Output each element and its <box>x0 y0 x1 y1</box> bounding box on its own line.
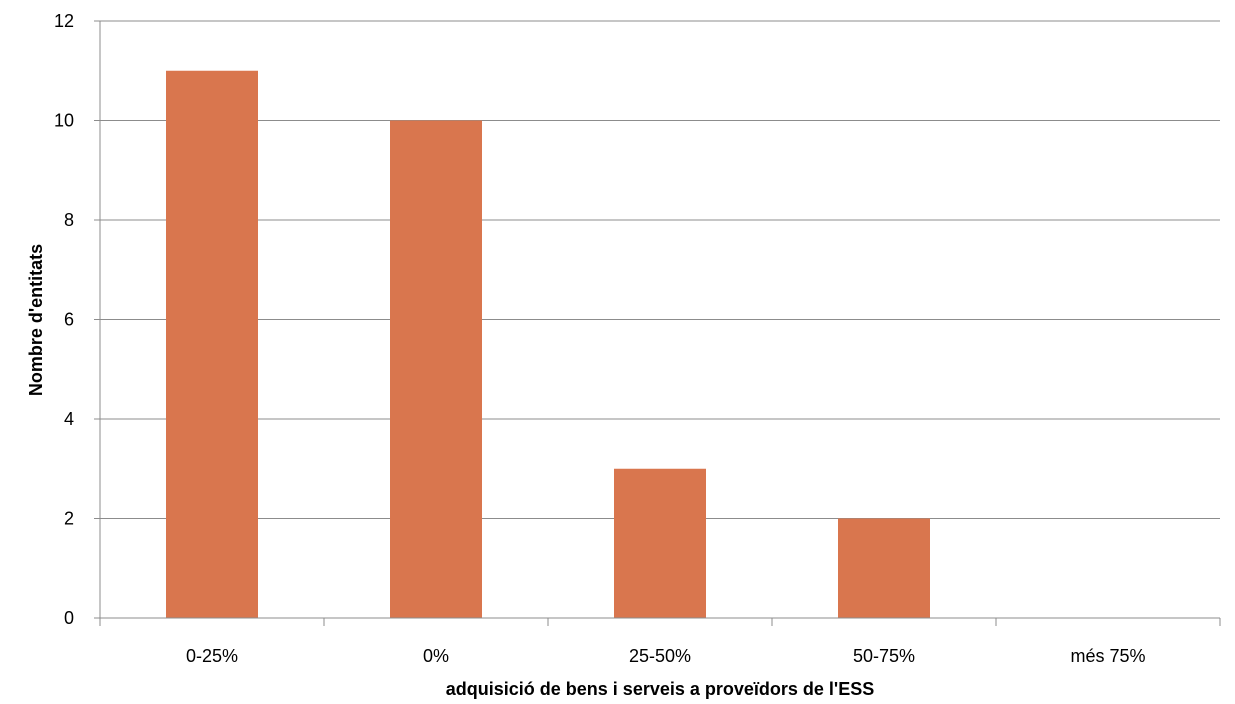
x-tick-labels: 0-25% 0% 25-50% 50-75% més 75% <box>186 646 1146 666</box>
y-tick-label: 2 <box>64 509 74 529</box>
bar <box>614 468 706 618</box>
bar <box>390 120 482 618</box>
bar <box>166 70 258 618</box>
y-tick-label: 4 <box>64 409 74 429</box>
y-tick-label: 8 <box>64 210 74 230</box>
x-tick-label: 25-50% <box>629 646 691 666</box>
y-tick-label: 12 <box>54 11 74 31</box>
y-tick-label: 0 <box>64 608 74 628</box>
gridlines <box>100 20 1220 519</box>
bar <box>838 518 930 618</box>
y-tick-label: 10 <box>54 111 74 131</box>
y-axis-title: Nombre d'entitats <box>26 244 46 396</box>
y-tick-label: 6 <box>64 310 74 330</box>
x-tick-label: 0% <box>423 646 449 666</box>
x-axis-title: adquisició de bens i serveis a proveïdor… <box>446 679 874 699</box>
x-tick-label: 0-25% <box>186 646 238 666</box>
x-tick-label: més 75% <box>1070 646 1145 666</box>
axes <box>94 20 1221 626</box>
bars <box>166 70 930 618</box>
x-tick-label: 50-75% <box>853 646 915 666</box>
y-tick-labels: 0 2 4 6 8 10 12 <box>54 11 74 628</box>
